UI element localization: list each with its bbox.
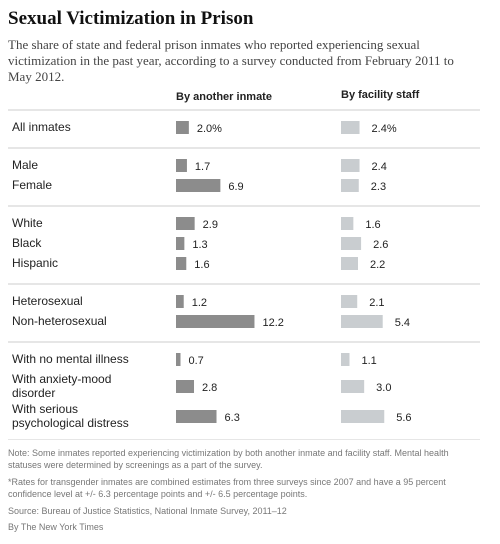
staff-bar bbox=[341, 353, 350, 366]
staff-bar bbox=[341, 121, 360, 134]
staff-value-label: 2.6 bbox=[373, 239, 388, 251]
inmate-bar bbox=[176, 315, 255, 328]
category-label: Female bbox=[12, 178, 52, 192]
category-label: disorder bbox=[12, 386, 55, 400]
inmate-bar bbox=[176, 159, 187, 172]
source-note: Source: Bureau of Justice Statistics, Na… bbox=[8, 506, 287, 516]
category-label: Heterosexual bbox=[12, 294, 83, 308]
inmate-value-label: 1.2 bbox=[192, 297, 207, 309]
inmate-value-label: 1.7 bbox=[195, 161, 210, 173]
category-label: psychological distress bbox=[12, 416, 129, 430]
staff-value-label: 2.4% bbox=[372, 123, 397, 135]
staff-bar bbox=[341, 295, 358, 308]
inmate-value-label: 0.7 bbox=[189, 355, 204, 367]
category-label: Black bbox=[12, 236, 42, 250]
inmate-bar bbox=[176, 237, 185, 250]
staff-value-label: 1.1 bbox=[361, 355, 376, 367]
staff-bar bbox=[341, 237, 362, 250]
category-label: With no mental illness bbox=[12, 352, 129, 366]
staff-bar bbox=[341, 257, 358, 270]
credit-note: By The New York Times bbox=[8, 522, 104, 532]
inmate-bar bbox=[176, 217, 195, 230]
inmate-value-label: 2.0% bbox=[197, 123, 222, 135]
inmate-value-label: 6.3 bbox=[225, 412, 240, 424]
footnote-transgender: *Rates for transgender inmates are combi… bbox=[8, 477, 446, 499]
staff-value-label: 1.6 bbox=[365, 219, 380, 231]
staff-bar bbox=[341, 159, 360, 172]
staff-bar bbox=[341, 179, 359, 192]
chart-title: Sexual Victimization in Prison bbox=[8, 8, 254, 29]
inmate-bar bbox=[176, 410, 217, 423]
staff-value-label: 5.4 bbox=[395, 317, 410, 329]
inmate-value-label: 6.9 bbox=[228, 181, 243, 193]
staff-value-label: 2.4 bbox=[372, 161, 387, 173]
footnote-mental-health: Note: Some inmates reported experiencing… bbox=[8, 448, 449, 470]
category-label: Non-heterosexual bbox=[12, 314, 107, 328]
inmate-bar bbox=[176, 353, 181, 366]
category-label: White bbox=[12, 216, 43, 230]
staff-bar bbox=[341, 315, 383, 328]
staff-value-label: 5.6 bbox=[396, 412, 411, 424]
inmate-bar bbox=[176, 257, 187, 270]
staff-value-label: 2.1 bbox=[369, 297, 384, 309]
inmate-value-label: 2.8 bbox=[202, 382, 217, 394]
legend-inmate: By another inmate bbox=[176, 91, 272, 103]
inmate-bar bbox=[176, 121, 189, 134]
category-label: With anxiety-mood bbox=[12, 372, 111, 386]
inmate-value-label: 2.9 bbox=[203, 219, 218, 231]
chart-subtitle: The share of state and federal prison in… bbox=[8, 37, 454, 84]
staff-value-label: 2.2 bbox=[370, 259, 385, 271]
inmate-value-label: 1.3 bbox=[192, 239, 207, 251]
inmate-value-label: 12.2 bbox=[262, 317, 283, 329]
staff-value-label: 2.3 bbox=[371, 181, 386, 193]
category-label: Hispanic bbox=[12, 256, 58, 270]
bar-chart: By another inmate By facility staff All in… bbox=[8, 89, 480, 440]
inmate-bar bbox=[176, 179, 221, 192]
inmate-bar bbox=[176, 380, 195, 393]
legend-staff: By facility staff bbox=[341, 89, 420, 101]
staff-value-label: 3.0 bbox=[376, 382, 391, 394]
category-label: With serious bbox=[12, 402, 78, 416]
category-label: Male bbox=[12, 158, 38, 172]
staff-bar bbox=[341, 380, 365, 393]
inmate-bar bbox=[176, 295, 184, 308]
inmate-value-label: 1.6 bbox=[194, 259, 209, 271]
staff-bar bbox=[341, 217, 354, 230]
staff-bar bbox=[341, 410, 385, 423]
category-label: All inmates bbox=[12, 120, 71, 134]
